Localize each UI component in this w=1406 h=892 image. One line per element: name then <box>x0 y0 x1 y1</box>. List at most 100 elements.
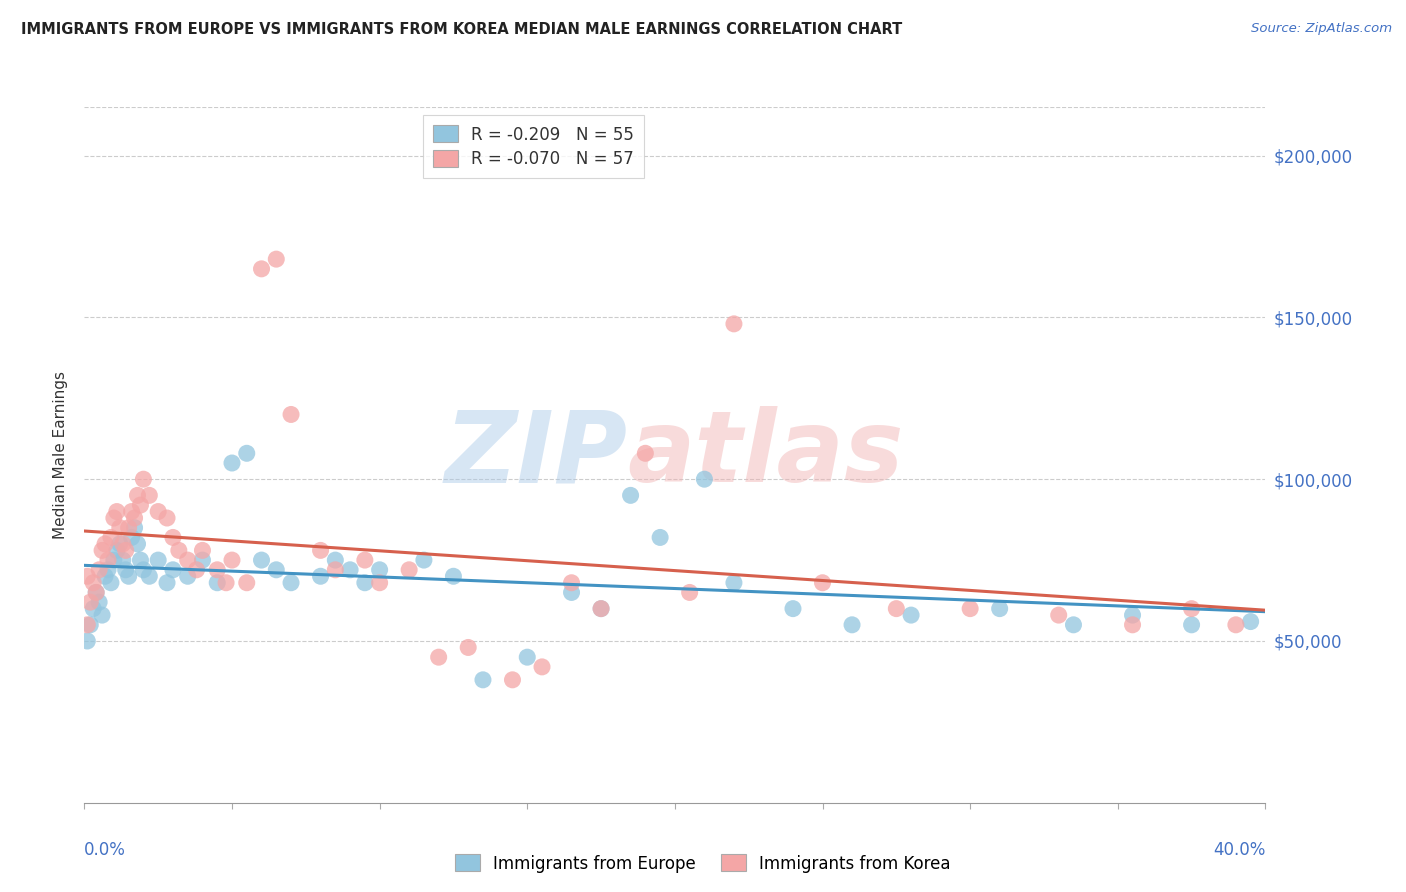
Point <box>100 575 122 590</box>
Point <box>280 575 302 590</box>
Point <box>148 504 170 518</box>
Point <box>339 563 361 577</box>
Point <box>723 575 745 590</box>
Point <box>215 575 238 590</box>
Point <box>264 252 288 267</box>
Point <box>1181 601 1204 615</box>
Point <box>1122 608 1144 623</box>
Point <box>111 537 134 551</box>
Point <box>105 543 128 558</box>
Point <box>1063 617 1085 632</box>
Point <box>264 563 288 577</box>
Point <box>516 650 538 665</box>
Point <box>205 575 228 590</box>
Point <box>162 563 184 577</box>
Point <box>221 553 243 567</box>
Point <box>97 553 120 567</box>
Point <box>191 553 214 567</box>
Point <box>156 511 179 525</box>
Point <box>413 553 436 567</box>
Text: Source: ZipAtlas.com: Source: ZipAtlas.com <box>1251 22 1392 36</box>
Point <box>108 521 131 535</box>
Point <box>368 575 391 590</box>
Point <box>1181 617 1204 632</box>
Point <box>114 563 136 577</box>
Point <box>177 553 200 567</box>
Point <box>127 488 149 502</box>
Point <box>82 575 104 590</box>
Point <box>124 521 146 535</box>
Point <box>530 660 553 674</box>
Point <box>186 563 208 577</box>
Point <box>250 261 273 276</box>
Point <box>124 511 146 525</box>
Point <box>94 537 117 551</box>
Point <box>167 543 190 558</box>
Point <box>560 585 583 599</box>
Point <box>1122 617 1144 632</box>
Text: atlas: atlas <box>627 407 904 503</box>
Point <box>94 569 117 583</box>
Point <box>236 446 259 460</box>
Point <box>76 634 98 648</box>
Point <box>323 553 347 567</box>
Point <box>97 563 120 577</box>
Point <box>841 617 863 632</box>
Point <box>103 553 125 567</box>
Point <box>988 601 1011 615</box>
Point <box>118 521 141 535</box>
Point <box>354 553 377 567</box>
Text: ZIP: ZIP <box>444 407 627 503</box>
Point <box>84 585 107 599</box>
Point <box>723 317 745 331</box>
Point <box>619 488 641 502</box>
Point <box>591 601 613 615</box>
Point <box>323 563 347 577</box>
Point <box>76 569 98 583</box>
Point <box>900 608 922 623</box>
Legend: R = -0.209   N = 55, R = -0.070   N = 57: R = -0.209 N = 55, R = -0.070 N = 57 <box>423 115 644 178</box>
Point <box>591 601 613 615</box>
Point <box>138 488 160 502</box>
Point <box>472 673 495 687</box>
Point <box>250 553 273 567</box>
Point <box>148 553 170 567</box>
Point <box>129 553 152 567</box>
Point <box>886 601 908 615</box>
Point <box>84 585 107 599</box>
Point <box>114 543 136 558</box>
Point <box>280 408 302 422</box>
Point <box>105 504 128 518</box>
Point <box>693 472 716 486</box>
Text: 40.0%: 40.0% <box>1213 841 1265 859</box>
Point <box>1225 617 1247 632</box>
Point <box>398 563 420 577</box>
Point <box>309 543 332 558</box>
Point <box>354 575 377 590</box>
Point <box>76 617 98 632</box>
Point <box>100 531 122 545</box>
Legend: Immigrants from Europe, Immigrants from Korea: Immigrants from Europe, Immigrants from … <box>449 847 957 880</box>
Point <box>108 537 131 551</box>
Point <box>441 569 464 583</box>
Point <box>89 595 111 609</box>
Point <box>91 608 114 623</box>
Point <box>79 595 101 609</box>
Point <box>162 531 184 545</box>
Point <box>127 537 149 551</box>
Point <box>91 543 114 558</box>
Point <box>634 446 657 460</box>
Point <box>121 531 143 545</box>
Point <box>648 531 672 545</box>
Point <box>236 575 259 590</box>
Point <box>457 640 479 655</box>
Point <box>959 601 981 615</box>
Point <box>427 650 450 665</box>
Point <box>368 563 391 577</box>
Point <box>811 575 834 590</box>
Text: IMMIGRANTS FROM EUROPE VS IMMIGRANTS FROM KOREA MEDIAN MALE EARNINGS CORRELATION: IMMIGRANTS FROM EUROPE VS IMMIGRANTS FRO… <box>21 22 903 37</box>
Point <box>782 601 804 615</box>
Point <box>138 569 160 583</box>
Point <box>156 575 179 590</box>
Point <box>501 673 523 687</box>
